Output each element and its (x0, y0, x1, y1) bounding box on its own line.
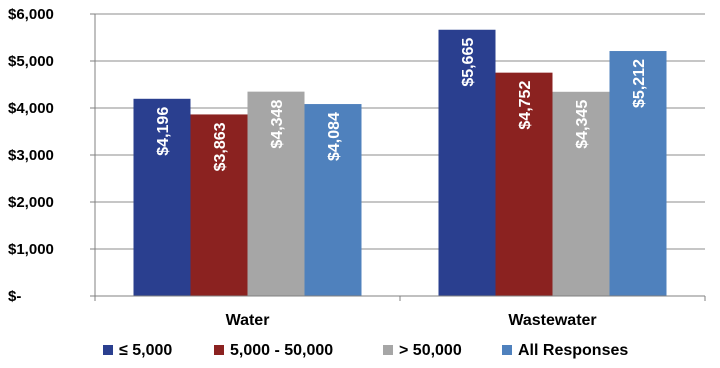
bar-value-label: $3,863 (212, 122, 229, 171)
legend-swatch (214, 345, 224, 355)
bar-value-label: $4,348 (269, 100, 286, 149)
bar (247, 91, 305, 296)
y-tick-label: $- (8, 288, 21, 305)
bar-value-label: $4,752 (517, 81, 534, 130)
x-axis-categories: Water Wastewater (226, 312, 597, 329)
bar (552, 91, 610, 296)
x-category-label: Wastewater (508, 312, 596, 329)
axes (94, 14, 706, 301)
legend-swatch (103, 345, 113, 355)
bar (304, 104, 362, 296)
bar-value-label: $5,665 (460, 38, 477, 87)
bar (133, 98, 191, 297)
x-category-label: Water (226, 312, 270, 329)
y-tick-label: $6,000 (8, 6, 54, 23)
y-tick-label: $5,000 (8, 53, 54, 70)
bar-value-label: $5,212 (631, 59, 648, 108)
legend-label: > 50,000 (399, 342, 462, 359)
y-tick-label: $3,000 (8, 147, 54, 164)
bar-value-label: $4,196 (155, 107, 172, 156)
y-tick-label: $2,000 (8, 194, 54, 211)
legend-swatch (383, 345, 393, 355)
legend-label: ≤ 5,000 (119, 342, 172, 359)
bar (190, 114, 248, 297)
y-axis-ticks: $- $1,000 $2,000 $3,000 $4,000 $5,000 $6,000 (8, 6, 95, 305)
y-tick-label: $4,000 (8, 100, 54, 117)
bar-value-label: $4,084 (326, 112, 343, 161)
bar (438, 29, 496, 297)
y-tick-label: $1,000 (8, 241, 54, 258)
legend-label: All Responses (518, 342, 628, 359)
bar (495, 72, 553, 296)
legend-swatch (502, 345, 512, 355)
legend: ≤ 5,000 5,000 - 50,000 > 50,000 All Respons… (103, 342, 628, 359)
legend-label: 5,000 - 50,000 (230, 342, 333, 359)
bars: $4,196 $3,863 $4,348 $4,084 $5,665 $4,752 $4,3… (133, 29, 667, 297)
bar-value-label: $4,345 (574, 100, 591, 149)
bar (609, 51, 667, 297)
